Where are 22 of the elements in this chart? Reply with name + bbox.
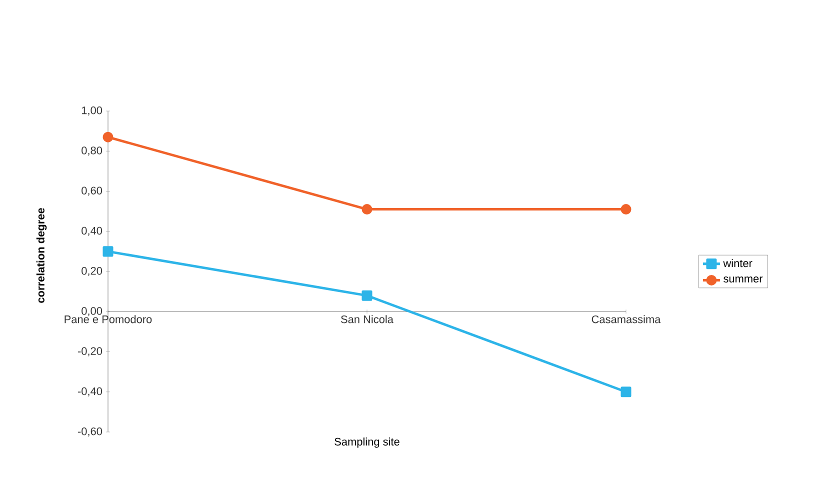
point <box>620 204 632 215</box>
legend-label: summer <box>724 276 763 283</box>
x-tick-label: Pane e Pomodoro <box>64 315 152 324</box>
y-tick-label: -0,20 <box>78 347 102 356</box>
y-tick-label: 0,20 <box>82 266 102 276</box>
x-tick-label: San Nicola <box>341 315 394 324</box>
point <box>362 204 372 215</box>
point <box>620 386 632 398</box>
y-tick-label: -0,40 <box>78 387 102 396</box>
y-tick-label: 1,00 <box>82 106 102 116</box>
y-tick-label: 0,80 <box>82 146 102 156</box>
point <box>102 132 114 142</box>
point <box>102 246 114 257</box>
x-tick-label: Casamassima <box>592 315 661 324</box>
y-axis-title: correlation degree <box>36 208 47 303</box>
x-axis-title: Sampling site <box>334 438 400 448</box>
y-tick-label: 0,40 <box>82 226 102 236</box>
legend-label: winter <box>723 259 752 268</box>
point <box>362 290 372 301</box>
y-tick-label: 0,60 <box>82 186 102 196</box>
y-tick-label: -0,60 <box>78 427 102 437</box>
y-tick-label: 0,00 <box>82 307 102 316</box>
